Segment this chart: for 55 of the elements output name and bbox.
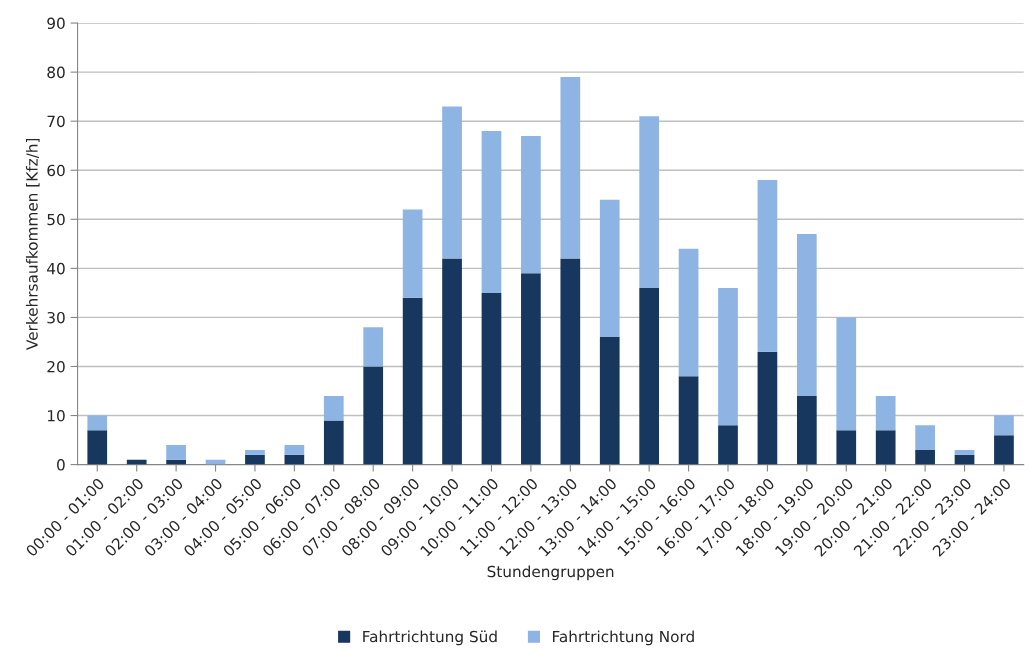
bar [836, 430, 857, 465]
bar [796, 395, 817, 465]
bar [875, 395, 896, 431]
y-tick-label: 10 [47, 410, 65, 422]
bar [481, 130, 502, 293]
y-tick-label: 90 [47, 17, 65, 30]
y-tick-label: 70 [47, 115, 65, 128]
y-tick-label: 30 [47, 311, 65, 324]
bar [323, 395, 344, 421]
bar [718, 287, 738, 426]
x-axis-title: Stundengruppen [487, 565, 614, 581]
bar [678, 248, 699, 377]
bar [994, 415, 1014, 436]
y-tick-label: 80 [47, 66, 65, 79]
y-tick-label: 20 [47, 360, 65, 373]
y-tick-label: 40 [47, 262, 65, 275]
bar [442, 258, 462, 465]
bar [954, 449, 975, 455]
bar [757, 180, 778, 352]
bar [87, 430, 108, 465]
bar [639, 287, 660, 465]
bar [402, 209, 423, 298]
bar [678, 376, 699, 465]
bar [363, 366, 384, 465]
y-axis-title: Verkehrsaufkommen [Kfz/h] [25, 138, 40, 350]
bar [323, 420, 344, 465]
bar [402, 297, 423, 465]
bar [718, 425, 738, 465]
bar [363, 327, 384, 367]
legend-label: Fahrtrichtung Süd [363, 630, 497, 646]
legend-label: Fahrtrichtung Nord [552, 630, 694, 646]
bar [560, 77, 581, 259]
bar [245, 449, 265, 455]
bar [796, 234, 817, 396]
bar [599, 199, 620, 338]
bar [521, 273, 541, 465]
bar [560, 258, 581, 465]
bar [599, 337, 620, 465]
bar [875, 430, 896, 465]
bar [915, 449, 935, 465]
bar [915, 425, 935, 450]
bar [245, 454, 265, 465]
bar [757, 351, 778, 465]
y-tick-label: 50 [47, 213, 65, 226]
bar [836, 317, 857, 431]
bar [166, 444, 186, 460]
bar [481, 292, 502, 465]
bar [87, 415, 108, 431]
y-tick-label: 60 [47, 164, 65, 177]
bar [639, 116, 660, 288]
bar [284, 444, 305, 455]
bar [994, 435, 1014, 465]
bar [521, 135, 541, 274]
y-tick-label: 0 [57, 459, 65, 471]
bar [442, 106, 462, 259]
